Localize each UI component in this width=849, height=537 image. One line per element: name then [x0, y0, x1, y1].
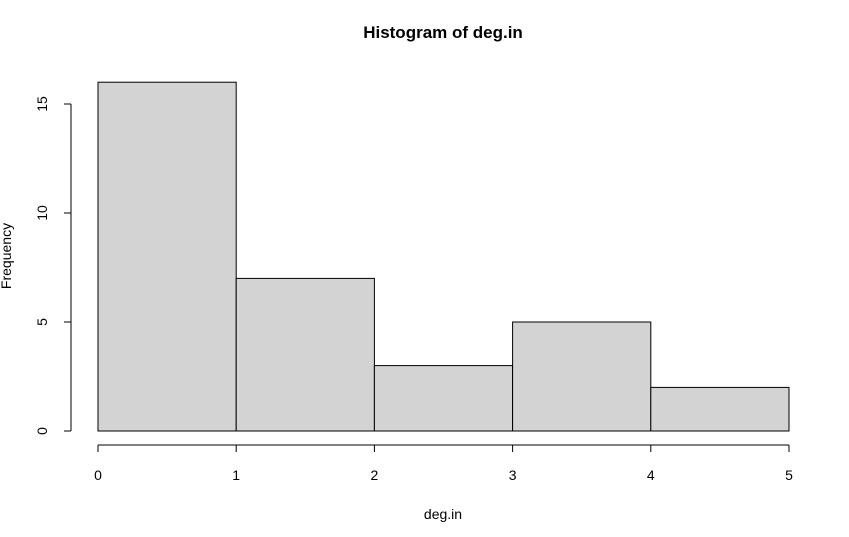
histogram-bar-3	[512, 321, 652, 432]
histogram-bar-1	[235, 277, 375, 432]
bars-group	[97, 81, 790, 432]
histogram-bar-4	[650, 386, 790, 432]
histogram-bar-2	[373, 365, 514, 432]
x-axis: 0 1 2 3 4 5	[94, 444, 793, 483]
x-tick-label-0: 0	[94, 467, 102, 483]
x-tick-label-5: 5	[785, 467, 793, 483]
y-tick-label-2: 10	[34, 205, 50, 221]
y-tick-label-0: 0	[34, 427, 50, 435]
y-tick-label-1: 5	[34, 318, 50, 326]
y-tick-label-3: 15	[34, 96, 50, 112]
x-tick-label-3: 3	[509, 467, 517, 483]
x-tick-label-4: 4	[647, 467, 655, 483]
x-tick-label-2: 2	[371, 467, 379, 483]
histogram-bar-0	[97, 81, 237, 432]
x-tick-label-1: 1	[232, 467, 240, 483]
y-axis: 0 5 10 15	[34, 96, 72, 435]
x-axis-label: deg.in	[424, 506, 462, 522]
chart-title: Histogram of deg.in	[363, 23, 523, 42]
y-axis-label: Frequency	[0, 223, 14, 289]
